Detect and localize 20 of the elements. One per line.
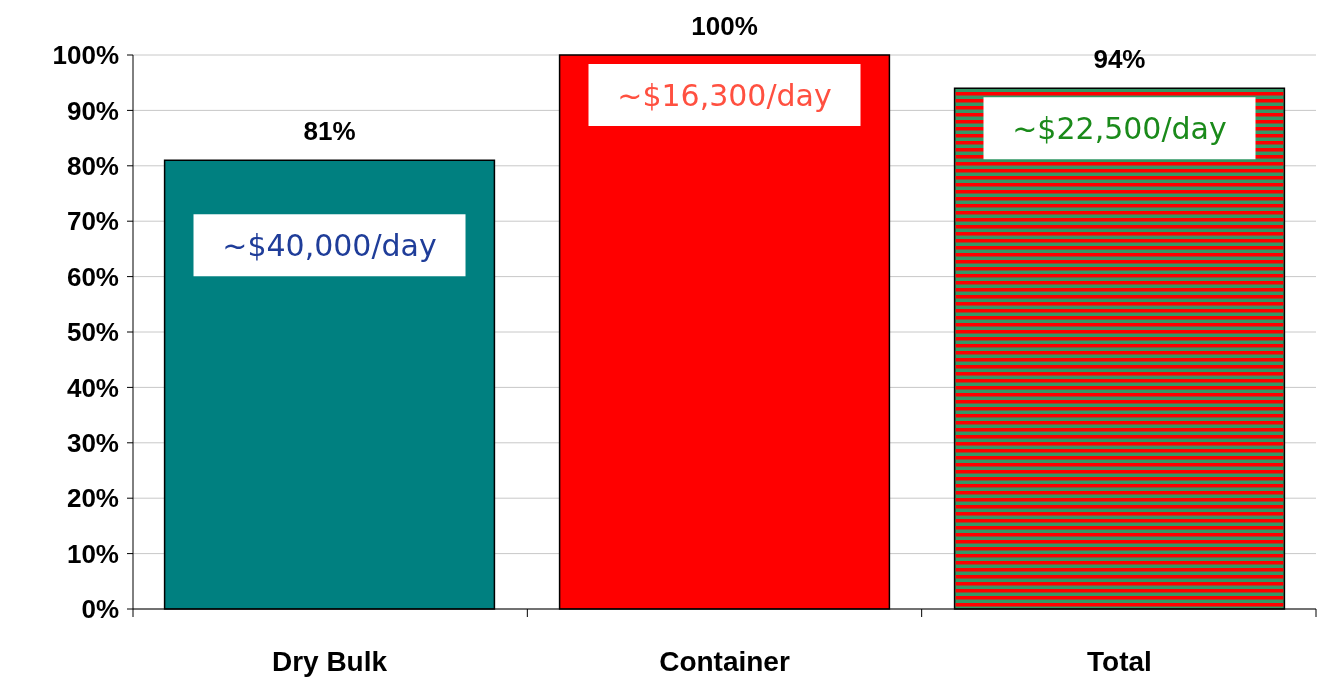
y-tick-label: 80% <box>66 150 119 181</box>
x-tick-label: Dry Bulk <box>271 646 388 677</box>
x-tick-label: Container <box>659 646 790 677</box>
annotation: ~$40,000/day <box>222 227 437 263</box>
data-label: 94% <box>1093 44 1146 75</box>
y-tick-label: 20% <box>66 483 119 514</box>
annotation: ~$16,300/day <box>617 77 832 113</box>
y-tick-label: 30% <box>66 427 119 458</box>
annotation: ~$22,500/day <box>1012 110 1227 146</box>
y-tick-label: 100% <box>52 40 119 71</box>
data-label: 100% <box>691 11 758 41</box>
y-tick-label: 90% <box>66 95 119 126</box>
y-tick-label: 0% <box>81 594 119 625</box>
y-tick-label: 10% <box>66 538 119 569</box>
y-tick-label: 70% <box>66 206 119 237</box>
x-tick-label: Total <box>1087 646 1152 677</box>
data-label: 81% <box>303 116 356 147</box>
y-tick-label: 40% <box>66 372 119 403</box>
y-tick-label: 60% <box>66 261 119 292</box>
y-tick-label: 50% <box>66 317 119 348</box>
